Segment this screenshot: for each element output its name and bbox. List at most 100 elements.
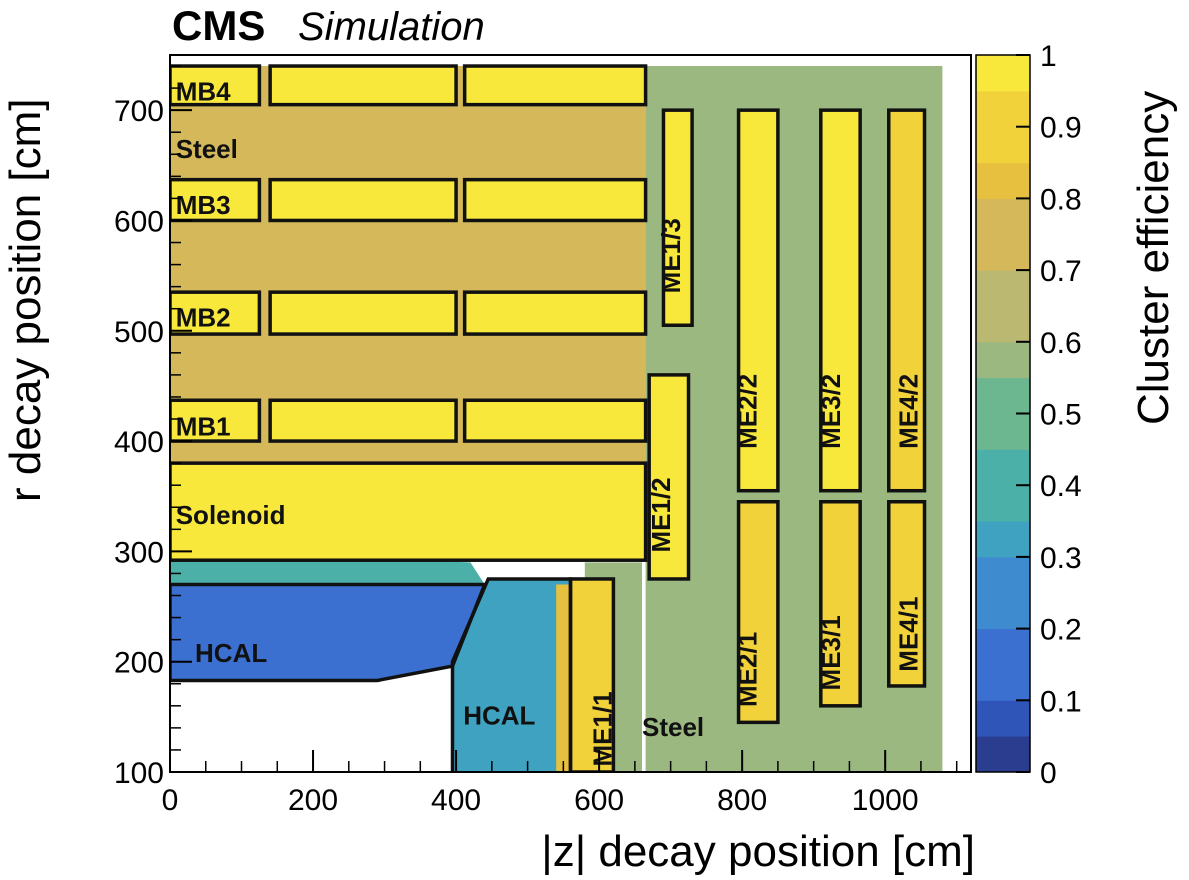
colorbar-segment [976,341,1030,379]
efficiency-region-0 [170,666,453,772]
y-tick-label: 100 [114,757,164,790]
colorbar-tick-label: 0.8 [1040,183,1082,216]
detector-box-12 [170,461,648,562]
x-tick-label: 600 [574,784,624,817]
colorbar-segment [976,556,1030,594]
detector-box-21 [887,499,927,688]
detector-box-9 [170,398,262,443]
x-tick-label: 800 [717,784,767,817]
y-tick-label: 500 [114,316,164,349]
detector-label-1: Steel [176,134,238,164]
colorbar-tick-label: 0.4 [1040,470,1082,503]
plot-area [170,55,971,772]
colorbar-segment [976,234,1030,271]
plot-frame [169,54,972,773]
detector-box-17 [736,499,780,725]
detector-label-4: MB1 [176,412,231,442]
x-axis: 0 200 400 600 800 1000 [162,750,958,817]
chamber-label-2: ME1/1 [587,691,617,766]
detector-label-8: Steel [642,712,704,742]
x-tick-label: 1000 [852,784,919,817]
y-tick-label: 400 [114,426,164,459]
chamber-label-5: ME3/2 [816,374,846,449]
detector-box-1 [268,64,458,107]
colorbar-segment [976,628,1030,665]
chamber-label-8: ME4/1 [893,597,923,672]
colorbar-tick-label: 0.3 [1040,542,1082,575]
y-axis: 100 200 300 400 500 600 700 [114,65,192,790]
colorbar-segment [976,305,1030,343]
colorbar-title: Cluster efficiency [1129,91,1178,425]
detector-label-2: MB3 [176,190,231,220]
detector-label-7: HCAL [463,701,535,731]
detector-label-3: MB2 [176,303,231,333]
colorbar-segment [976,664,1030,701]
y-tick-label: 600 [114,205,164,238]
colorbar-segment [976,126,1030,164]
colorbar-segment [976,592,1030,630]
chamber-label-1: ME1/2 [646,477,676,552]
detector-boxes [170,64,927,772]
detector-label-0: MB4 [176,76,231,106]
detector-box-2 [462,64,648,107]
colorbar-tick-label: 0.1 [1040,685,1082,718]
colorbar-tick-label: 0.6 [1040,327,1082,360]
detector-box-18 [819,108,862,493]
colorbar-segment [976,162,1030,199]
detector-box-0 [170,64,262,107]
detector-label-6: HCAL [195,638,267,668]
y-tick-label: 200 [114,647,164,680]
colorbar-segment [976,736,1030,773]
colorbar-segment [976,700,1030,737]
colorbar-segment [976,270,1030,307]
colorbar-segment [976,485,1030,522]
detector-box-7 [268,290,458,336]
detector-box-4 [268,177,458,223]
chart-title-simulation: Simulation [298,5,485,49]
detector-box-19 [819,499,862,708]
detector-box-14 [647,373,691,581]
detector-box-15 [568,577,616,772]
colorbar-tick-label: 0.7 [1040,255,1082,288]
colorbar-segment [976,55,1030,92]
hcal-endcap-outline [450,577,573,772]
colorbar-tick-label: 0.5 [1040,399,1082,432]
colorbar-segment [976,449,1030,486]
detector-box-5 [462,177,648,223]
detector-labels: MB4 Steel MB3 MB2 MB1 Solenoid HCAL HCAL Steel ME… [176,76,924,766]
x-tick-label: 400 [431,784,481,817]
detector-box-10 [268,398,458,443]
x-tick-label: 0 [162,784,179,817]
chamber-label-3: ME2/2 [732,374,762,449]
detector-box-6 [170,290,262,336]
detector-box-16 [736,108,780,493]
chamber-label-4: ME2/1 [732,632,762,707]
colorbar-segment [976,521,1030,558]
colorbar-tick-label: 0.2 [1040,614,1082,647]
colorbar-segment [976,198,1030,235]
colorbar-tick-label: 0 [1040,757,1057,790]
efficiency-region-7 [645,66,943,772]
chamber-label-7: ME4/2 [893,374,923,449]
chamber-label-0: ME1/3 [656,218,686,293]
colorbar-tick-label: 1 [1040,40,1057,73]
detector-box-8 [462,290,648,336]
efficiency-region-3 [452,579,571,772]
y-tick-label: 300 [114,536,164,569]
colorbar-tick-label: 0.9 [1040,112,1082,145]
x-axis-title: |z| decay position [cm] [541,827,975,876]
colorbar-segment [976,90,1030,128]
y-tick-label: 700 [114,95,164,128]
detector-box-13 [661,108,694,328]
colorbar-segment [976,377,1030,414]
colorbar: 0 0.1 0.2 0.3 0.4 0.5 0.6 0.7 0.8 0.9 1 [975,40,1082,790]
detector-label-5: Solenoid [176,500,286,530]
y-axis-title: r decay position [cm] [1,99,50,503]
x-tick-label: 200 [288,784,338,817]
chart-title-cms: CMS [172,2,265,49]
efficiency-region-1 [170,584,485,681]
chamber-label-6: ME3/1 [816,615,846,690]
detector-box-3 [170,177,262,223]
colorbar-segment [976,413,1030,450]
